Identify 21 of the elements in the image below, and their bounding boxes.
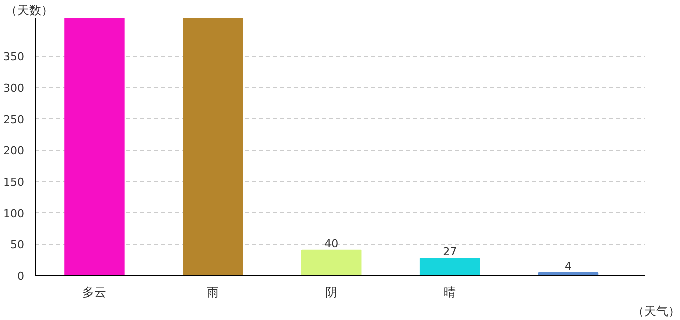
bar [302, 250, 362, 276]
x-tick-label: 晴 [444, 286, 456, 300]
y-tick-label: 350 [4, 50, 25, 64]
bar [183, 18, 244, 276]
x-tick-label: 雨 [207, 286, 220, 300]
y-axis-title: （天数） [6, 4, 54, 18]
x-tick-label: 多云 [82, 286, 107, 300]
y-tick-label: 50 [10, 238, 25, 252]
bar [64, 18, 125, 276]
data-label: 40 [324, 237, 339, 250]
data-label: 27 [443, 246, 458, 259]
y-tick-label: 300 [4, 82, 25, 95]
x-axis-title: （天气） [632, 304, 680, 318]
x-tick-label: 阴 [326, 286, 338, 300]
data-label: 4 [565, 260, 572, 273]
y-tick-label: 0 [18, 270, 24, 283]
y-tick-label: 250 [4, 113, 25, 126]
bar [420, 258, 480, 276]
y-tick-label: 200 [4, 144, 25, 158]
y-tick-label: 100 [4, 207, 25, 220]
y-tick-label: 150 [4, 176, 25, 189]
